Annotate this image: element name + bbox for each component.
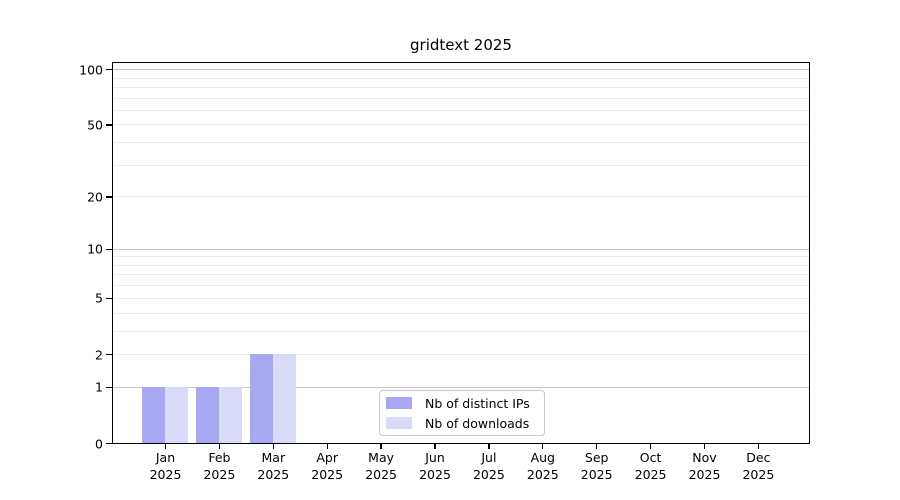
x-tick-month: Nov <box>692 450 717 465</box>
y-tick-label: 1 <box>95 379 103 395</box>
y-gridline <box>113 256 809 258</box>
y-tick-mark <box>105 68 112 71</box>
x-tick-month: Oct <box>639 450 662 465</box>
x-tick-year: 2025 <box>742 467 775 482</box>
x-tick-year: 2025 <box>688 467 721 482</box>
y-tick-mark <box>105 297 112 300</box>
x-tick-mark <box>326 443 328 449</box>
legend-swatch-downloads <box>386 417 412 429</box>
bar-nb-of-distinct-ips-jan <box>141 386 165 443</box>
x-tick-mark <box>649 443 652 449</box>
x-tick-label-jul: Jul 2025 <box>473 449 505 483</box>
y-tick-mark <box>105 248 112 250</box>
y-gridline <box>113 77 809 79</box>
y-tick-mark <box>105 442 112 445</box>
x-tick-month: Feb <box>208 450 231 465</box>
bar-nb-of-downloads-feb <box>218 386 242 443</box>
y-gridline <box>113 274 809 276</box>
x-tick-year: 2025 <box>203 467 236 482</box>
x-tick-mark <box>272 443 274 449</box>
x-tick-label-feb: Feb 2025 <box>203 449 235 483</box>
legend-item: Nb of downloads <box>386 416 538 431</box>
bar-nb-of-downloads-jan <box>164 386 188 443</box>
bar-nb-of-distinct-ips-mar <box>249 354 273 443</box>
y-tick-mark <box>105 386 112 389</box>
y-tick-mark <box>105 353 112 356</box>
y-gridline <box>113 312 809 314</box>
x-tick-month: Apr <box>316 450 338 465</box>
x-tick-month: Jan <box>155 450 176 465</box>
chart-title: gridtext 2025 <box>410 36 512 54</box>
y-tick-mark <box>105 124 112 126</box>
x-tick-year: 2025 <box>419 467 451 482</box>
x-tick-mark <box>488 443 490 449</box>
y-gridline <box>113 109 809 111</box>
x-tick-month: May <box>368 450 395 465</box>
x-tick-label-oct: Oct 2025 <box>635 449 667 483</box>
x-tick-label-dec: Dec 2025 <box>742 449 774 483</box>
y-tick-label: 2 <box>95 347 103 363</box>
x-tick-year: 2025 <box>472 467 505 482</box>
x-tick-mark <box>542 443 544 449</box>
y-gridline <box>113 69 809 71</box>
x-tick-year: 2025 <box>526 467 559 482</box>
bar-nb-of-distinct-ips-feb <box>195 386 219 443</box>
y-gridline <box>113 248 809 250</box>
bar-nb-of-downloads-mar <box>272 354 296 443</box>
x-tick-month: Mar <box>261 450 286 465</box>
x-tick-year: 2025 <box>580 467 613 482</box>
y-gridline <box>113 124 809 126</box>
y-gridline <box>113 386 809 388</box>
x-tick-month: Dec <box>746 450 771 465</box>
x-tick-mark <box>164 443 167 449</box>
legend-label: Nb of downloads <box>425 415 530 431</box>
x-tick-label-may: May 2025 <box>365 449 397 483</box>
y-gridline <box>113 97 809 99</box>
y-gridline <box>113 264 809 266</box>
y-gridline <box>113 164 809 166</box>
y-gridline <box>113 297 809 299</box>
x-tick-label-sep: Sep 2025 <box>581 449 613 483</box>
legend-item: Nb of distinct IPs <box>386 396 538 411</box>
x-tick-mark <box>434 443 436 449</box>
x-tick-label-jun: Jun 2025 <box>419 449 451 483</box>
x-tick-year: 2025 <box>311 467 344 482</box>
y-tick-label: 0 <box>95 436 103 451</box>
y-tick-label: 50 <box>87 117 103 133</box>
x-tick-year: 2025 <box>365 467 397 482</box>
legend: Nb of distinct IPs Nb of downloads <box>379 390 545 436</box>
y-tick-label: 20 <box>87 189 103 205</box>
legend-swatch-distinct-ips <box>386 397 412 409</box>
x-tick-month: Jun <box>425 450 445 465</box>
y-gridline <box>113 330 809 332</box>
x-tick-year: 2025 <box>257 467 290 482</box>
x-tick-mark <box>757 443 760 449</box>
y-tick-mark <box>105 196 112 198</box>
x-tick-month: Sep <box>584 450 609 465</box>
legend-label: Nb of distinct IPs <box>425 395 530 411</box>
plot-area <box>112 62 810 444</box>
x-tick-mark <box>596 443 598 449</box>
x-tick-label-aug: Aug 2025 <box>527 449 559 483</box>
x-tick-mark <box>380 443 382 449</box>
y-gridline <box>113 196 809 198</box>
y-gridline <box>113 86 809 88</box>
x-tick-label-apr: Apr 2025 <box>311 449 343 483</box>
y-tick-label: 100 <box>79 62 103 78</box>
x-tick-year: 2025 <box>149 467 182 482</box>
x-tick-label-mar: Mar 2025 <box>257 449 289 483</box>
x-tick-year: 2025 <box>634 467 667 482</box>
x-tick-mark <box>703 443 706 449</box>
y-gridline <box>113 285 809 287</box>
x-tick-month: Aug <box>530 450 555 465</box>
y-tick-label: 10 <box>87 241 103 257</box>
y-tick-label: 5 <box>95 290 103 306</box>
x-tick-label-jan: Jan 2025 <box>150 449 182 483</box>
x-tick-month: Jul <box>481 450 497 465</box>
y-gridline <box>113 353 809 355</box>
x-tick-label-nov: Nov 2025 <box>689 449 721 483</box>
x-tick-mark <box>218 443 221 449</box>
y-gridline <box>113 142 809 144</box>
